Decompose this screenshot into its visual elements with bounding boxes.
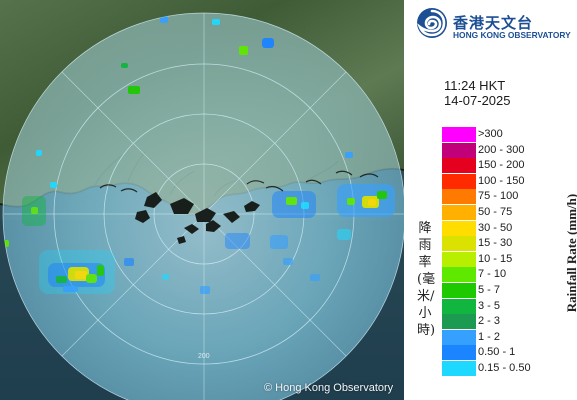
radar-map-panel[interactable]: 200 bbox=[0, 0, 404, 400]
legend-label: 200 - 300 bbox=[478, 143, 525, 156]
legend-swatch bbox=[442, 158, 476, 174]
logo-english-name: HONG KONG OBSERVATORY bbox=[453, 30, 571, 40]
legend-swatch bbox=[442, 283, 476, 298]
rainfall-legend bbox=[442, 127, 476, 377]
hko-logo: 香港天文台 HONG KONG OBSERVATORY bbox=[416, 7, 576, 41]
legend-label: 150 - 200 bbox=[478, 159, 525, 172]
legend-swatch bbox=[442, 251, 476, 267]
minor-coast-fragments bbox=[99, 170, 379, 193]
legend-swatch bbox=[442, 205, 476, 220]
legend-label: 2 - 3 bbox=[478, 315, 501, 328]
legend-label: 50 - 75 bbox=[478, 206, 513, 218]
logo-chinese-name: 香港天文台 bbox=[453, 14, 534, 32]
legend-swatch bbox=[442, 329, 476, 345]
legend-swatch bbox=[442, 267, 476, 283]
legend-title-chinese: 降雨率(毫米/小時) bbox=[417, 221, 436, 338]
legend-swatch bbox=[442, 189, 476, 205]
legend-label: 0.15 - 0.50 bbox=[478, 362, 531, 374]
radar-land-under-sea bbox=[3, 13, 404, 215]
legend-label: 15 - 30 bbox=[478, 237, 513, 250]
legend-swatch bbox=[442, 236, 476, 252]
legend-label: 7 - 10 bbox=[478, 268, 507, 281]
legend-label: 75 - 100 bbox=[478, 190, 519, 203]
observation-date: 14-07-2025 bbox=[444, 93, 511, 108]
legend-swatch bbox=[442, 220, 476, 236]
radar-map[interactable]: 200 bbox=[0, 0, 404, 400]
observation-time: 11:24 HKT bbox=[444, 78, 506, 93]
legend-swatch bbox=[442, 314, 476, 330]
legend-label: 1 - 2 bbox=[478, 330, 501, 343]
legend-label: 3 - 5 bbox=[478, 299, 501, 312]
legend-label: 100 - 150 bbox=[478, 174, 525, 187]
legend-label: 5 - 7 bbox=[478, 284, 501, 296]
legend-swatch bbox=[442, 298, 476, 314]
range-ring-label: 200 bbox=[198, 353, 210, 360]
legend-label: >300 bbox=[478, 128, 503, 140]
legend-panel: 香港天文台 HONG KONG OBSERVATORY 11:24 HKT 14… bbox=[404, 0, 577, 400]
rain-echoes bbox=[3, 16, 395, 294]
coastline-islands bbox=[135, 192, 260, 244]
legend-swatch bbox=[442, 142, 476, 158]
copyright-label: © Hong Kong Observatory bbox=[264, 382, 394, 394]
observatory-logo-icon bbox=[417, 8, 447, 38]
legend-swatch bbox=[442, 173, 476, 189]
legend-swatch bbox=[442, 361, 476, 376]
legend-label: 30 - 50 bbox=[478, 221, 513, 234]
legend-label: 0.50 - 1 bbox=[478, 346, 516, 359]
legend-swatch bbox=[442, 345, 476, 361]
legend-swatch bbox=[442, 127, 476, 142]
legend-label: 10 - 15 bbox=[478, 252, 513, 265]
